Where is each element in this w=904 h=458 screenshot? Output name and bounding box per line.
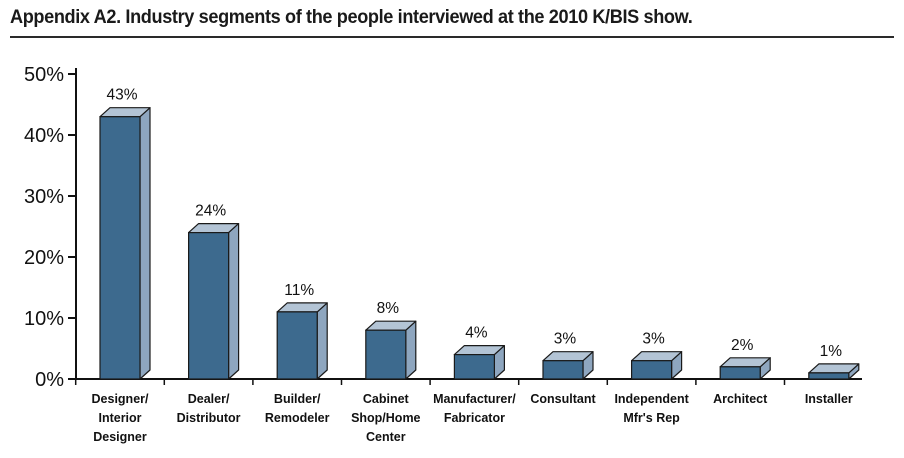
y-tick-label: 10% bbox=[24, 308, 64, 330]
bar bbox=[188, 232, 230, 380]
y-tick-label: 50% bbox=[24, 64, 64, 86]
bar bbox=[453, 354, 495, 380]
labels: 43% Designer/Interior Designer 24% Dealer/Di… bbox=[92, 87, 853, 444]
data-label: 24% bbox=[195, 203, 226, 220]
x-tick-label: Independent Mfr's Rep bbox=[614, 392, 689, 425]
data-label: 1% bbox=[820, 343, 843, 360]
data-label: 43% bbox=[106, 87, 137, 104]
bar bbox=[542, 360, 584, 380]
data-label: 2% bbox=[731, 337, 754, 354]
bar bbox=[630, 360, 673, 380]
data-label: 11% bbox=[284, 282, 314, 299]
data-label: 3% bbox=[642, 331, 665, 348]
x-tick-label: Builder/Remodeler bbox=[265, 392, 330, 425]
bar-side bbox=[139, 107, 151, 380]
data-label: 3% bbox=[554, 331, 577, 348]
chart-title: Appendix A2. Industry segments of the pe… bbox=[10, 6, 693, 28]
data-label: 4% bbox=[465, 325, 488, 342]
y-tick-label: 0% bbox=[35, 369, 64, 391]
y-tick-label: 40% bbox=[24, 125, 64, 147]
bar-side bbox=[405, 320, 417, 380]
bar-side bbox=[228, 223, 240, 380]
bar bbox=[365, 329, 407, 380]
x-tick-label: Architect bbox=[713, 392, 768, 406]
data-label: 8% bbox=[377, 300, 400, 317]
bar bbox=[808, 372, 850, 380]
bar bbox=[719, 366, 761, 380]
x-tick-label: Dealer/Distributor bbox=[177, 392, 241, 425]
title-divider bbox=[10, 36, 894, 38]
x-tick-label: Cabinet Shop/Home Center bbox=[351, 392, 420, 444]
y-tick-label: 30% bbox=[24, 186, 64, 208]
y-tick-label: 20% bbox=[24, 247, 64, 269]
bar-side bbox=[316, 302, 328, 380]
bar bbox=[276, 311, 318, 380]
bar bbox=[99, 116, 141, 380]
x-tick-label: Installer bbox=[805, 392, 853, 406]
x-tick-label: Manufacturer/Fabricator bbox=[433, 392, 516, 425]
x-tick-label: Consultant bbox=[530, 392, 596, 406]
bars bbox=[99, 107, 860, 380]
x-tick-label: Designer/Interior Designer bbox=[92, 392, 149, 444]
